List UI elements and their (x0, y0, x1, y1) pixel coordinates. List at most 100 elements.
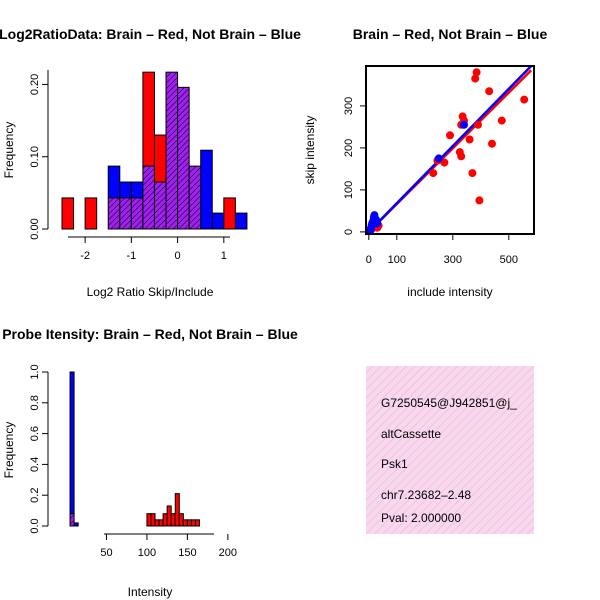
panel3-bar-red-5 (158, 519, 164, 527)
panel1-title: Log2RatioData: Brain – Red, Not Brain – … (0, 26, 301, 42)
panel3-y-ticks: 0.0 0.2 0.4 0.6 0.8 1.0 (29, 364, 48, 534)
panel2-point-red-24 (488, 139, 496, 148)
panel1-bar-blue-3 (119, 181, 132, 199)
panel3-bar-red-2 (146, 513, 152, 527)
info-pval: Pval: 2.000000 (381, 511, 461, 525)
panel2-point-blue-9 (434, 154, 443, 163)
panel2-point-red-21 (474, 120, 482, 129)
panel2-ytick-label-0: 0 (343, 229, 355, 235)
panel2-point-red-19 (471, 74, 480, 83)
panel2-point-red-11 (446, 131, 454, 140)
panel1-bar-red-1 (84, 197, 98, 230)
panel2-point-red-20 (472, 68, 481, 77)
panel1-bars (61, 71, 248, 230)
panel1-bar-overlap-3 (119, 197, 132, 230)
panel2-xtick-label-2: 300 (444, 254, 462, 266)
panel2-fit-lines (367, 66, 533, 233)
panel2-xlabel: include intensity (407, 285, 492, 299)
panel3-x-ticks: 50 100 150 200 (100, 534, 237, 559)
panel1-bar-overlap-6 (153, 181, 167, 230)
panel2-point-red-26 (520, 95, 529, 104)
panel3-bar-red-3 (150, 513, 156, 527)
panel-log2-histogram: Log2RatioData: Brain – Red, Not Brain – … (0, 26, 301, 299)
panel1-bar-overlap-4 (130, 197, 144, 230)
panel1-bar-overlap-5 (142, 165, 155, 230)
panel3-bar-overlap-0 (69, 513, 75, 527)
panel3-bar-red-8 (170, 513, 176, 527)
panel3-bar-red-10 (178, 513, 184, 527)
panel2-plot-area (366, 66, 533, 234)
panel2-point-red-17 (465, 135, 474, 144)
panel3-bar-red-14 (194, 519, 201, 527)
panel1-bar-red-5 (142, 71, 155, 167)
panel2-ylabel: skip intensity (303, 116, 317, 185)
panel3-bar-red-9 (174, 493, 180, 527)
panel3-ytick-label-1: 0.2 (29, 488, 41, 503)
panel3-ytick-label-5: 1.0 (29, 364, 41, 379)
info-panel-background (366, 366, 534, 534)
panel2-ytick-label-1: 100 (343, 181, 355, 199)
panel1-ytick-label-1: 0.10 (29, 146, 41, 167)
panel2-point-red-10 (440, 158, 449, 167)
panel1-xtick-label-2: 0 (175, 250, 181, 262)
panel1-xtick-label-1: -1 (126, 250, 136, 262)
panel3-bar-red-7 (166, 505, 172, 527)
info-panel: G7250545@J942851@j_ altCassette Psk1 chr… (366, 366, 534, 534)
panel1-bar-blue-13 (234, 212, 248, 230)
panel3-ytick-label-2: 0.4 (29, 457, 41, 472)
info-line-2: altCassette (381, 427, 441, 441)
panel2-point-blue-10 (460, 120, 468, 129)
panel2-point-red-18 (468, 169, 477, 178)
panel1-bar-overlap-9 (188, 165, 202, 230)
panel1-bar-blue-11 (211, 212, 225, 230)
panel1-xtick-label-0: -2 (80, 250, 90, 262)
panel3-bar-red-12 (186, 519, 192, 527)
panel3-xtick-label-1: 100 (138, 547, 156, 559)
panel2-point-red-8 (429, 169, 438, 178)
panel3-bar-blue-0 (69, 371, 75, 515)
panel2-point-blue-8 (373, 219, 382, 228)
panel1-y-ticks: 0.00 0.10 0.20 (29, 74, 48, 240)
panel1-bar-red-0 (61, 197, 75, 230)
panel3-bar-red-11 (182, 519, 188, 527)
panel2-ytick-label-3: 300 (343, 97, 355, 115)
panel3-ytick-label-0: 0.0 (29, 518, 41, 533)
panel1-bar-blue-2 (107, 165, 121, 199)
panel3-bar-blue-1 (73, 522, 79, 527)
panel2-fit-line-blue (367, 66, 533, 233)
panel3-title: Probe Itensity: Brain – Red, Not Brain –… (2, 326, 298, 342)
info-panel-text-area: G7250545@J942851@j_ altCassette Psk1 chr… (381, 396, 517, 525)
panel1-ylabel: Frequency (2, 122, 16, 179)
panel1-bar-red-12 (223, 197, 236, 230)
panel2-point-red-22 (475, 196, 484, 205)
panel3-ytick-label-3: 0.6 (29, 426, 41, 441)
panel2-frame (365, 65, 535, 235)
panel-intensity-histogram: Probe Itensity: Brain – Red, Not Brain –… (2, 326, 298, 599)
info-line-4: chr7.23682–2.48 (381, 488, 471, 502)
panel1-bar-overlap-8 (177, 86, 190, 230)
panel3-bar-red-13 (190, 519, 196, 527)
panel-scatter: Brain – Red, Not Brain – Blue 0 100 300 500… (303, 26, 547, 299)
panel2-y-ticks: 0 100 200 300 (343, 97, 366, 235)
panel2-xtick-label-0: 0 (366, 254, 372, 266)
panel3-bars (69, 371, 201, 527)
panel2-xtick-label-1: 100 (388, 254, 406, 266)
panel1-bar-blue-4 (130, 181, 144, 199)
panel1-xlabel: Log2 Ratio Skip/Include (87, 285, 214, 299)
panel2-point-red-25 (497, 116, 506, 125)
panel3-xlabel: Intensity (128, 585, 173, 599)
panel2-ytick-label-2: 200 (343, 139, 355, 157)
panel1-bar-blue-10 (200, 149, 213, 230)
panel3-ytick-label-4: 0.8 (29, 395, 41, 410)
panel2-x-ticks: 0 100 300 500 (366, 234, 518, 266)
panel1-xtick-label-3: 1 (221, 250, 227, 262)
panel3-bar-red-6 (162, 513, 168, 527)
panel2-point-red-13 (457, 152, 466, 161)
info-line-3: Psk1 (381, 457, 408, 471)
panel2-point-red-23 (485, 87, 494, 96)
panel2-points (366, 68, 529, 234)
info-line-1: G7250545@J942851@j_ (381, 396, 517, 410)
panel1-x-ticks: -2 -1 0 1 (80, 237, 227, 262)
panel1-ytick-label-0: 0.00 (29, 218, 41, 239)
